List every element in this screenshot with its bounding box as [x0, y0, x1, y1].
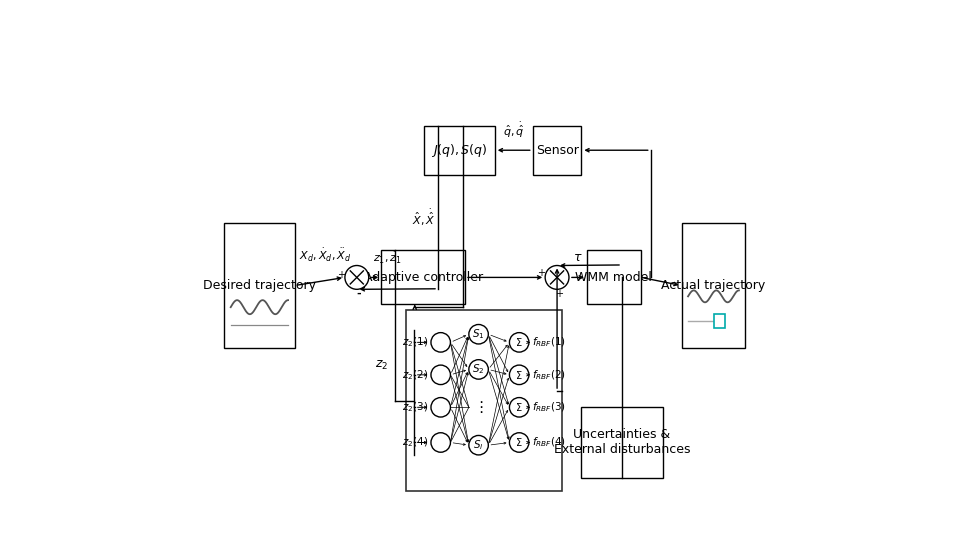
Text: +: + — [337, 270, 346, 280]
Text: $f_{RBF}(1)$: $f_{RBF}(1)$ — [532, 336, 566, 349]
Text: WMM model: WMM model — [575, 271, 652, 284]
Circle shape — [469, 325, 488, 344]
Text: $z_2(4)$: $z_2(4)$ — [402, 436, 428, 449]
FancyBboxPatch shape — [582, 407, 663, 478]
Text: $f_{RBF}(4)$: $f_{RBF}(4)$ — [532, 436, 566, 449]
Circle shape — [509, 365, 529, 385]
Text: +: + — [555, 289, 562, 299]
Text: $\Sigma$: $\Sigma$ — [515, 436, 523, 448]
Circle shape — [345, 265, 369, 289]
Text: $z_2(3)$: $z_2(3)$ — [402, 400, 428, 414]
Text: $f_{RBF}(3)$: $f_{RBF}(3)$ — [532, 400, 566, 414]
Text: $\Sigma$: $\Sigma$ — [515, 369, 523, 381]
FancyBboxPatch shape — [587, 250, 641, 305]
FancyBboxPatch shape — [406, 310, 562, 491]
Text: Sensor: Sensor — [535, 144, 579, 157]
Text: $X_d, \dot{X}_d, \ddot{X}_d$: $X_d, \dot{X}_d, \ddot{X}_d$ — [299, 247, 352, 264]
Circle shape — [431, 365, 450, 385]
Text: Desired trajectory: Desired trajectory — [203, 279, 316, 292]
Circle shape — [469, 435, 488, 455]
Text: $S_2$: $S_2$ — [472, 362, 485, 376]
Text: $S_1$: $S_1$ — [472, 327, 485, 341]
Text: Uncertainties &
External disturbances: Uncertainties & External disturbances — [554, 429, 690, 456]
Circle shape — [469, 360, 488, 379]
Text: Adaptive controller: Adaptive controller — [364, 271, 483, 284]
FancyBboxPatch shape — [681, 223, 745, 348]
Circle shape — [509, 398, 529, 417]
Text: $\tau$: $\tau$ — [573, 251, 583, 264]
Text: $z_2$: $z_2$ — [375, 359, 388, 372]
Circle shape — [431, 432, 450, 452]
Circle shape — [509, 332, 529, 352]
Text: $\hat{q}, \dot{\hat{q}}$: $\hat{q}, \dot{\hat{q}}$ — [503, 121, 525, 140]
Text: $z_2(1)$: $z_2(1)$ — [402, 336, 428, 349]
FancyBboxPatch shape — [532, 126, 582, 175]
Text: $z_1, \dot{z}_1$: $z_1, \dot{z}_1$ — [373, 250, 402, 265]
Text: $\hat{X}, \dot{\hat{X}}$: $\hat{X}, \dot{\hat{X}}$ — [411, 207, 436, 228]
Circle shape — [545, 265, 569, 289]
FancyBboxPatch shape — [381, 250, 465, 305]
Text: $\Sigma$: $\Sigma$ — [515, 401, 523, 413]
Circle shape — [431, 398, 450, 417]
FancyBboxPatch shape — [424, 126, 495, 175]
FancyBboxPatch shape — [225, 223, 294, 348]
Text: $\vdots$: $\vdots$ — [473, 399, 484, 415]
Text: $S_l$: $S_l$ — [473, 438, 484, 452]
Circle shape — [431, 332, 450, 352]
Text: -: - — [356, 289, 361, 299]
Text: Actual trajectory: Actual trajectory — [661, 279, 766, 292]
Text: $z_2(2)$: $z_2(2)$ — [402, 368, 428, 382]
Text: $\Sigma$: $\Sigma$ — [515, 336, 523, 348]
Circle shape — [509, 432, 529, 452]
FancyBboxPatch shape — [714, 314, 725, 327]
Text: $J(q), S(q)$: $J(q), S(q)$ — [432, 142, 488, 159]
Text: $f_{RBF}(2)$: $f_{RBF}(2)$ — [532, 368, 566, 382]
Text: +: + — [537, 268, 545, 278]
